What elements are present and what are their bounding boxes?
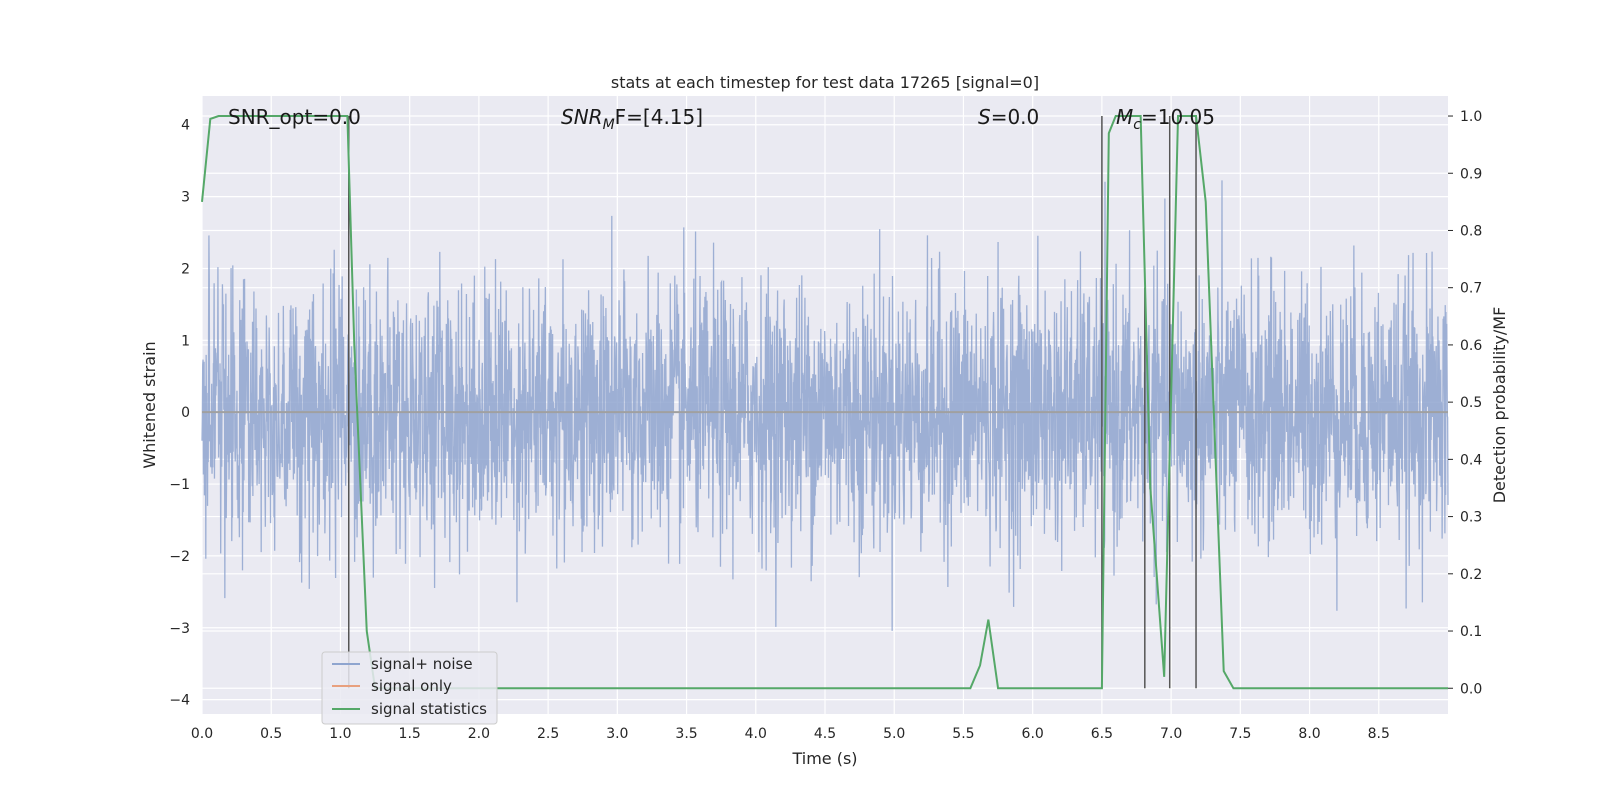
y-tick-label: 1 — [181, 333, 190, 349]
x-tick-label: 3.5 — [675, 726, 697, 742]
y-right-tick-label: 0.0 — [1460, 681, 1482, 697]
x-axis-ticks: 0.0 0.5 1.0 1.5 2.0 2.5 3.0 3.5 4.0 4.5 5.0 5.5 6.0 6… — [191, 726, 1390, 742]
legend-box — [321, 651, 498, 725]
x-tick-label: 7.0 — [1160, 726, 1182, 742]
y-tick-label: −1 — [169, 477, 190, 493]
y-right-axis-ticks: 1.0 0.9 0.8 0.7 0.6 0.5 0.4 0.3 0.2 0.1 0.0 — [1448, 109, 1482, 697]
x-tick-label: 2.0 — [468, 726, 490, 742]
legend-label-signal-statistics: signal statistics — [371, 700, 487, 718]
chart-title: stats at each timestep for test data 172… — [611, 73, 1039, 92]
legend-label-signal-noise: signal+ noise — [371, 655, 473, 673]
legend-label-signal-only: signal only — [371, 677, 452, 695]
y-right-tick-label: 0.6 — [1460, 338, 1482, 354]
y-right-tick-label: 1.0 — [1460, 109, 1482, 125]
signal-noise-series — [201, 180, 1449, 631]
y-right-tick-label: 0.7 — [1460, 281, 1482, 297]
y-right-tick-label: 0.3 — [1460, 510, 1482, 526]
x-tick-label: 2.5 — [537, 726, 559, 742]
x-tick-label: 5.5 — [952, 726, 974, 742]
annotation-snr-mf: SNRMF=[4.15] — [561, 105, 703, 133]
x-tick-label: 1.0 — [329, 726, 351, 742]
x-axis-label: Time (s) — [791, 749, 857, 768]
y-tick-label: −3 — [169, 621, 190, 637]
x-tick-label: 8.0 — [1298, 726, 1320, 742]
signal-statistics-series — [201, 115, 1448, 690]
x-tick-label: 0.5 — [260, 726, 282, 742]
y-tick-label: 4 — [181, 118, 190, 134]
y-tick-label: 2 — [181, 261, 190, 277]
x-tick-label: 6.5 — [1091, 726, 1113, 742]
x-tick-label: 5.0 — [883, 726, 905, 742]
x-tick-label: 0.0 — [191, 726, 213, 742]
x-tick-label: 7.5 — [1229, 726, 1251, 742]
x-tick-label: 4.0 — [745, 726, 767, 742]
y-tick-label: −4 — [169, 693, 190, 709]
annotation-snr-opt: SNR_opt=0.0 — [228, 105, 361, 129]
annotation-s: S=0.0 — [978, 105, 1039, 129]
annotation-mc: Mc=10.05 — [1116, 105, 1215, 133]
signal-noise-line — [201, 180, 1449, 631]
y-axis-ticks: 4 3 2 1 0 −1 −2 −3 −4 — [169, 118, 190, 709]
x-tick-label: 1.5 — [399, 726, 421, 742]
y-right-tick-label: 0.4 — [1460, 452, 1482, 468]
y-right-tick-label: 0.1 — [1460, 624, 1482, 640]
y-right-tick-label: 0.2 — [1460, 567, 1482, 583]
x-tick-label: 8.5 — [1368, 726, 1390, 742]
y-right-tick-label: 0.5 — [1460, 395, 1482, 411]
x-tick-label: 3.0 — [606, 726, 628, 742]
y-right-tick-label: 0.9 — [1460, 166, 1482, 182]
legend: signal+ noise signal only signal statist… — [321, 651, 498, 725]
vertical-markers — [348, 116, 1197, 689]
x-tick-label: 4.5 — [814, 726, 836, 742]
x-tick-label: 6.0 — [1022, 726, 1044, 742]
y-tick-label: 0 — [181, 405, 190, 421]
y-right-tick-label: 0.8 — [1460, 223, 1482, 239]
y-axis-label: Whitened strain — [140, 341, 159, 468]
signal-statistics-line — [201, 115, 1448, 690]
y-tick-label: −2 — [169, 549, 190, 565]
y-tick-label: 3 — [181, 190, 190, 206]
y-right-axis-label: Detection probability/MF — [1490, 307, 1509, 504]
